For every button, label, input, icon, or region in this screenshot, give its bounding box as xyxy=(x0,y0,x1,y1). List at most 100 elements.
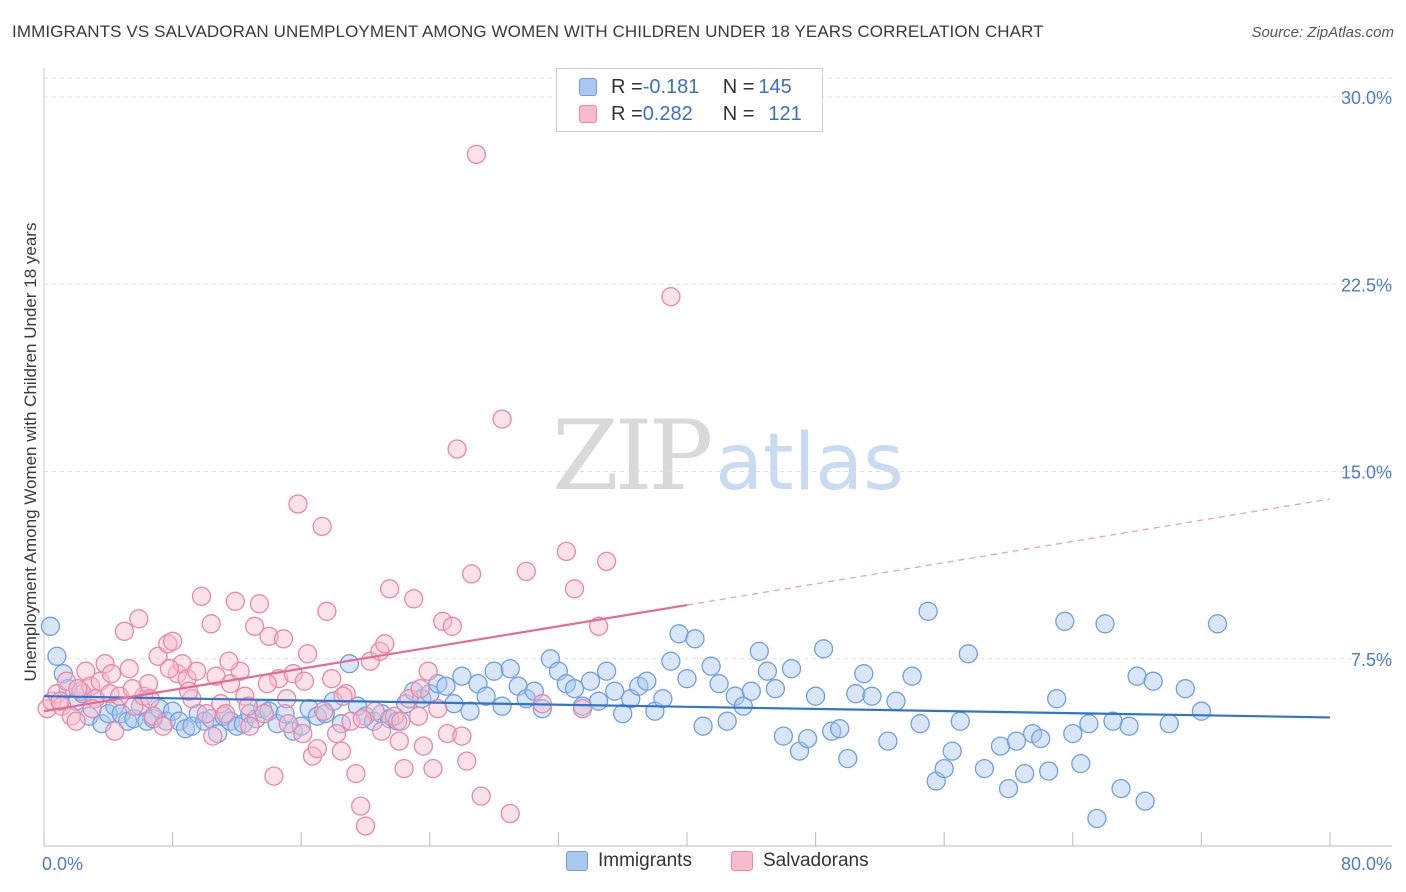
watermark-zip: ZIP xyxy=(552,400,713,512)
salvadorans-point xyxy=(596,551,617,572)
y-tick-label: 30.0% xyxy=(1341,88,1392,108)
immigrants-trend-line xyxy=(43,695,1331,719)
salvadorans-point xyxy=(101,664,122,684)
immigrants-point xyxy=(492,696,512,716)
salvadorans-point xyxy=(257,674,278,694)
salvadorans-point xyxy=(288,494,308,514)
chart-source: Source: ZipAtlas.com xyxy=(1251,24,1394,41)
salvadorans-point xyxy=(492,409,512,429)
immigrants-point xyxy=(1014,763,1035,784)
immigrants-point xyxy=(693,716,713,736)
immigrants-point xyxy=(934,758,954,779)
salvadorans-point xyxy=(254,704,274,724)
immigrants-point xyxy=(733,696,753,716)
salvadorans-point xyxy=(516,561,536,582)
immigrants-point xyxy=(47,646,67,666)
immigrants-point xyxy=(1047,689,1067,709)
x-tick-label-min: 0.0% xyxy=(42,854,83,874)
legend-r-label: R = xyxy=(611,75,643,98)
immigrants-point xyxy=(773,726,794,746)
salvadorans-point xyxy=(244,616,265,636)
immigrants-point xyxy=(878,731,898,751)
immigrants-point xyxy=(862,686,882,706)
salvadorans-point xyxy=(461,564,482,584)
salvadorans-point xyxy=(264,766,284,786)
salvadorans-point xyxy=(588,616,609,636)
salvadorans-point xyxy=(457,751,477,771)
salvadorans-point xyxy=(95,654,115,674)
salvadorans-point xyxy=(187,661,207,681)
salvadorans-point xyxy=(259,626,279,646)
immigrants-point xyxy=(476,686,496,706)
salvadorans-point xyxy=(76,661,96,681)
immigrants-point xyxy=(1079,714,1099,734)
salvadorans-point xyxy=(352,709,372,729)
salvadorans-point xyxy=(225,591,245,611)
salvadorans-point xyxy=(293,723,313,744)
salvadorans-point xyxy=(394,758,414,779)
immigrants-point xyxy=(958,644,978,664)
bottom-legend-swatch-immigrants xyxy=(566,851,588,871)
immigrants-point xyxy=(998,778,1019,799)
immigrants-point xyxy=(1207,614,1228,634)
salvadorans-point xyxy=(240,716,260,736)
y-tick-label: 7.5% xyxy=(1351,650,1392,670)
bottom-legend-label-immigrants: Immigrants xyxy=(598,850,692,871)
salvadorans-point xyxy=(277,689,297,709)
salvadorans-point xyxy=(66,711,86,731)
immigrants-point xyxy=(653,689,673,709)
immigrants-point xyxy=(797,728,818,749)
immigrants-point xyxy=(1159,714,1179,734)
immigrants-point xyxy=(1006,731,1027,751)
salvadorans-point xyxy=(418,661,438,681)
salvadorans-point xyxy=(68,679,88,699)
salvadorans-point xyxy=(159,659,180,679)
immigrants-point xyxy=(838,748,858,769)
salvadorans-point xyxy=(333,686,353,706)
salvadorans-trend-line xyxy=(43,603,688,713)
immigrants-point xyxy=(605,681,625,701)
salvadorans-point xyxy=(471,786,491,806)
immigrants-point xyxy=(918,601,938,621)
immigrants-point xyxy=(1135,791,1155,811)
legend-n-label: N = xyxy=(722,75,755,98)
immigrants-point xyxy=(484,661,504,681)
salvadorans-trend-extension xyxy=(686,498,1331,606)
salvadorans-point xyxy=(437,723,458,744)
immigrants-point xyxy=(1143,671,1163,691)
immigrants-point xyxy=(765,679,786,699)
immigrants-point xyxy=(813,639,834,659)
immigrants-point xyxy=(637,671,657,691)
salvadorans-point xyxy=(322,669,342,689)
salvadorans-point xyxy=(249,594,270,614)
salvadorans-point xyxy=(129,609,149,629)
immigrants-point xyxy=(886,691,906,711)
immigrants-point xyxy=(162,701,183,721)
salvadorans-point xyxy=(351,796,371,816)
immigrants-point xyxy=(564,679,585,699)
legend-row-salvadorans: R = 0.282 N = 121 xyxy=(579,101,802,127)
salvadorans-point xyxy=(317,601,337,621)
immigrants-point xyxy=(854,664,874,684)
salvadorans-point xyxy=(556,541,577,562)
salvadorans-point xyxy=(314,701,334,721)
salvadorans-point xyxy=(114,621,135,641)
salvadorans-point xyxy=(105,721,125,741)
salvadorans-points xyxy=(37,144,681,836)
immigrants-point xyxy=(500,659,520,679)
x-tick-label-max: 80.0% xyxy=(1341,854,1392,874)
immigrants-point xyxy=(436,676,456,696)
salvadorans-point xyxy=(413,736,434,756)
immigrants-point xyxy=(846,684,866,704)
bottom-legend-salvadorans: Salvadorans xyxy=(731,850,869,872)
immigrants-point xyxy=(452,666,472,686)
salvadorans-point xyxy=(331,741,352,761)
legend-r-label: R = xyxy=(611,102,643,125)
salvadorans-point xyxy=(278,714,298,734)
immigrants-point xyxy=(749,641,769,661)
immigrants-point xyxy=(1071,753,1091,774)
immigrants-point xyxy=(339,654,360,674)
legend-swatch-salvadorans xyxy=(579,105,597,123)
immigrants-point xyxy=(267,714,287,734)
